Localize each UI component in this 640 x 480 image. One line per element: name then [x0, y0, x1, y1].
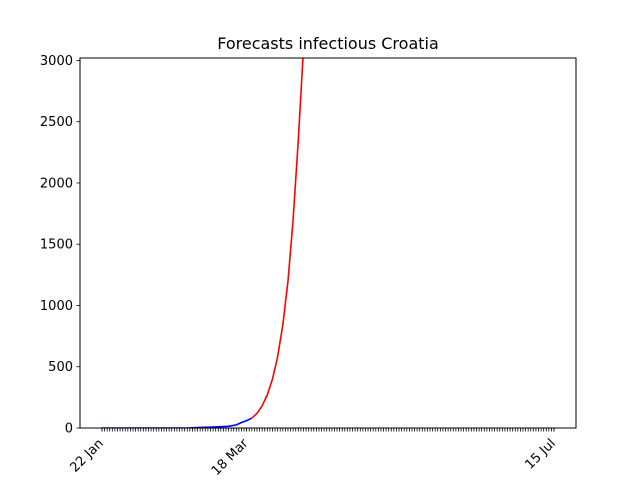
y-tick-label: 2000: [40, 176, 73, 191]
chart-title: Forecasts infectious Croatia: [217, 34, 439, 53]
x-tick-label: 22 Jan: [67, 436, 106, 475]
x-tick-label: 18 Mar: [209, 436, 252, 479]
series-line-0: [102, 417, 253, 428]
axes-layer: 22 Jan 18 Mar 15 Jul 0 500 1000 1500 2000 2500 30…: [40, 54, 577, 479]
y-tick-label: 1500: [40, 238, 73, 253]
y-tick-label: 0: [65, 422, 73, 437]
x-tick-label: 15 Jul: [523, 436, 559, 472]
plot-frame: [79, 57, 577, 429]
y-tick-label: 3000: [40, 54, 73, 69]
series-layer: [102, 58, 304, 428]
y-tick-label: 2500: [40, 115, 73, 130]
series-line-1: [251, 58, 304, 419]
y-tick-label: 500: [48, 360, 73, 375]
y-tick-label: 1000: [40, 299, 73, 314]
